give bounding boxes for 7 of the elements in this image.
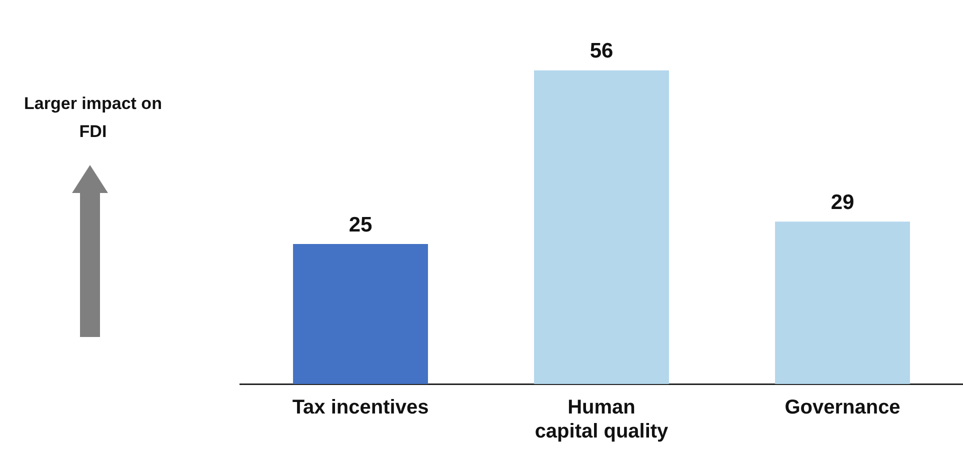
text: Larger impact on FDI bbox=[23, 93, 163, 143]
data-label: 29 bbox=[830, 190, 854, 214]
x-tick-label: Human capital quality bbox=[534, 396, 670, 443]
x-tick-label: Governance bbox=[784, 396, 900, 419]
x-tick-label: Tax incentives bbox=[292, 396, 429, 419]
data-label: 56 bbox=[590, 40, 614, 63]
data-label: 25 bbox=[348, 213, 372, 236]
